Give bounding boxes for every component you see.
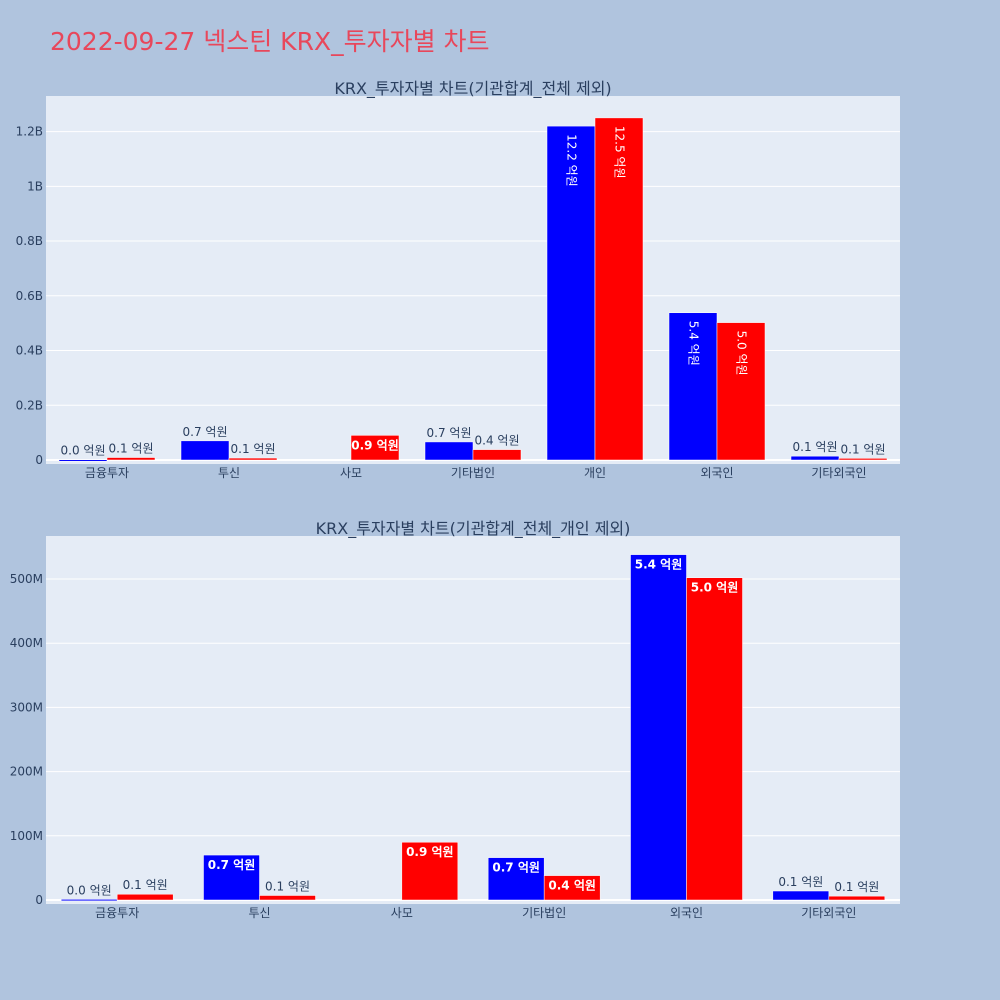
bar-data-label: 5.4 억원 [687, 321, 701, 366]
bar [116, 893, 174, 901]
bar [838, 458, 888, 461]
bar [772, 890, 830, 901]
bar-data-label: 0.9 억원 [351, 438, 399, 452]
bar [58, 459, 108, 462]
x-tick-label: 기타외국인 [811, 466, 866, 480]
bar-data-label: 0.9 억원 [406, 845, 454, 859]
bar-data-label: 0.1 억원 [834, 880, 879, 894]
y-tick-label: 0.8B [16, 234, 43, 248]
y-tick-label: 0.6B [16, 289, 43, 303]
y-tick-label: 500M [10, 572, 43, 586]
x-tick-label: 투신 [218, 466, 240, 480]
bar [594, 117, 644, 461]
bar-data-label: 0.4 억원 [475, 434, 520, 448]
bar [668, 312, 718, 461]
x-tick-label: 외국인 [670, 906, 703, 920]
bar [543, 875, 601, 901]
bar-data-label: 0.1 억원 [793, 440, 838, 454]
bar-data-label: 0.1 억원 [778, 875, 823, 889]
bar-data-label: 0.1 억원 [231, 442, 276, 456]
bar [259, 895, 316, 901]
bar [546, 125, 596, 461]
bar-data-label: 0.7 억원 [492, 861, 540, 875]
bar [716, 322, 766, 461]
bar [106, 457, 156, 461]
y-tick-label: 0 [35, 453, 43, 467]
page-title: 2022-09-27 넥스틴 KRX_투자자별 차트 [50, 27, 490, 56]
bar [228, 457, 278, 461]
chart-title: KRX_투자자별 차트(기관합계_전체_개인 제외) [316, 519, 631, 539]
y-tick-label: 100M [10, 829, 43, 843]
bar [686, 577, 743, 901]
bar-data-label: 5.0 억원 [735, 331, 749, 376]
bar [472, 449, 522, 461]
bar-data-label: 0.1 억원 [265, 880, 310, 894]
bar [203, 854, 260, 901]
x-tick-label: 투신 [248, 906, 270, 920]
y-tick-label: 1B [27, 179, 43, 193]
chart-top-panel: 0 0.2B 0.4B 0.6B 0.8B 1B 1.2B KRX_투자자별 차트(기관합계_… [16, 79, 900, 480]
y-tick-label: 0 [35, 893, 43, 907]
bar-data-label: 0.7 억원 [183, 425, 228, 439]
x-tick-label: 외국인 [700, 466, 733, 480]
bar-data-label: 0.4 억원 [548, 879, 596, 893]
bar [630, 554, 687, 901]
x-tick-label: 기타법인 [522, 906, 566, 920]
bar [790, 455, 840, 461]
x-tick-label: 금융투자 [95, 906, 139, 920]
bar [487, 857, 545, 901]
bar [180, 440, 230, 461]
y-tick-label: 0.4B [16, 344, 43, 358]
y-tick-label: 300M [10, 700, 43, 714]
bar-data-label: 5.0 억원 [691, 581, 739, 595]
x-tick-label: 금융투자 [85, 466, 129, 480]
bar-data-label: 0.7 억원 [427, 426, 472, 440]
y-tick-label: 0.2B [16, 398, 43, 412]
bar [401, 841, 459, 901]
x-tick-label: 개인 [584, 466, 606, 480]
plot-area [46, 536, 900, 904]
y-tick-label: 200M [10, 765, 43, 779]
bar-data-label: 0.0 억원 [67, 883, 112, 897]
x-tick-label: 사모 [391, 906, 413, 920]
x-tick-label: 사모 [340, 466, 362, 480]
bar [828, 895, 886, 901]
bar [350, 435, 400, 461]
bar-data-label: 0.7 억원 [208, 858, 256, 872]
bar-data-label: 5.4 억원 [635, 558, 683, 572]
y-tick-label: 400M [10, 636, 43, 650]
bar-data-label: 0.0 억원 [61, 444, 106, 458]
x-tick-label: 기타외국인 [801, 906, 856, 920]
bar-data-label: 0.1 억원 [841, 442, 886, 456]
chart-title: KRX_투자자별 차트(기관합계_전체 제외) [334, 79, 611, 99]
x-tick-label: 기타법인 [451, 466, 495, 480]
bar-data-label: 0.1 억원 [123, 878, 168, 892]
bar [60, 899, 118, 902]
y-tick-label: 1.2B [16, 125, 43, 139]
bar-data-label: 0.1 억원 [109, 442, 154, 456]
bar-data-label: 12.2 억원 [565, 134, 579, 187]
bar-data-label: 12.5 억원 [613, 126, 627, 179]
